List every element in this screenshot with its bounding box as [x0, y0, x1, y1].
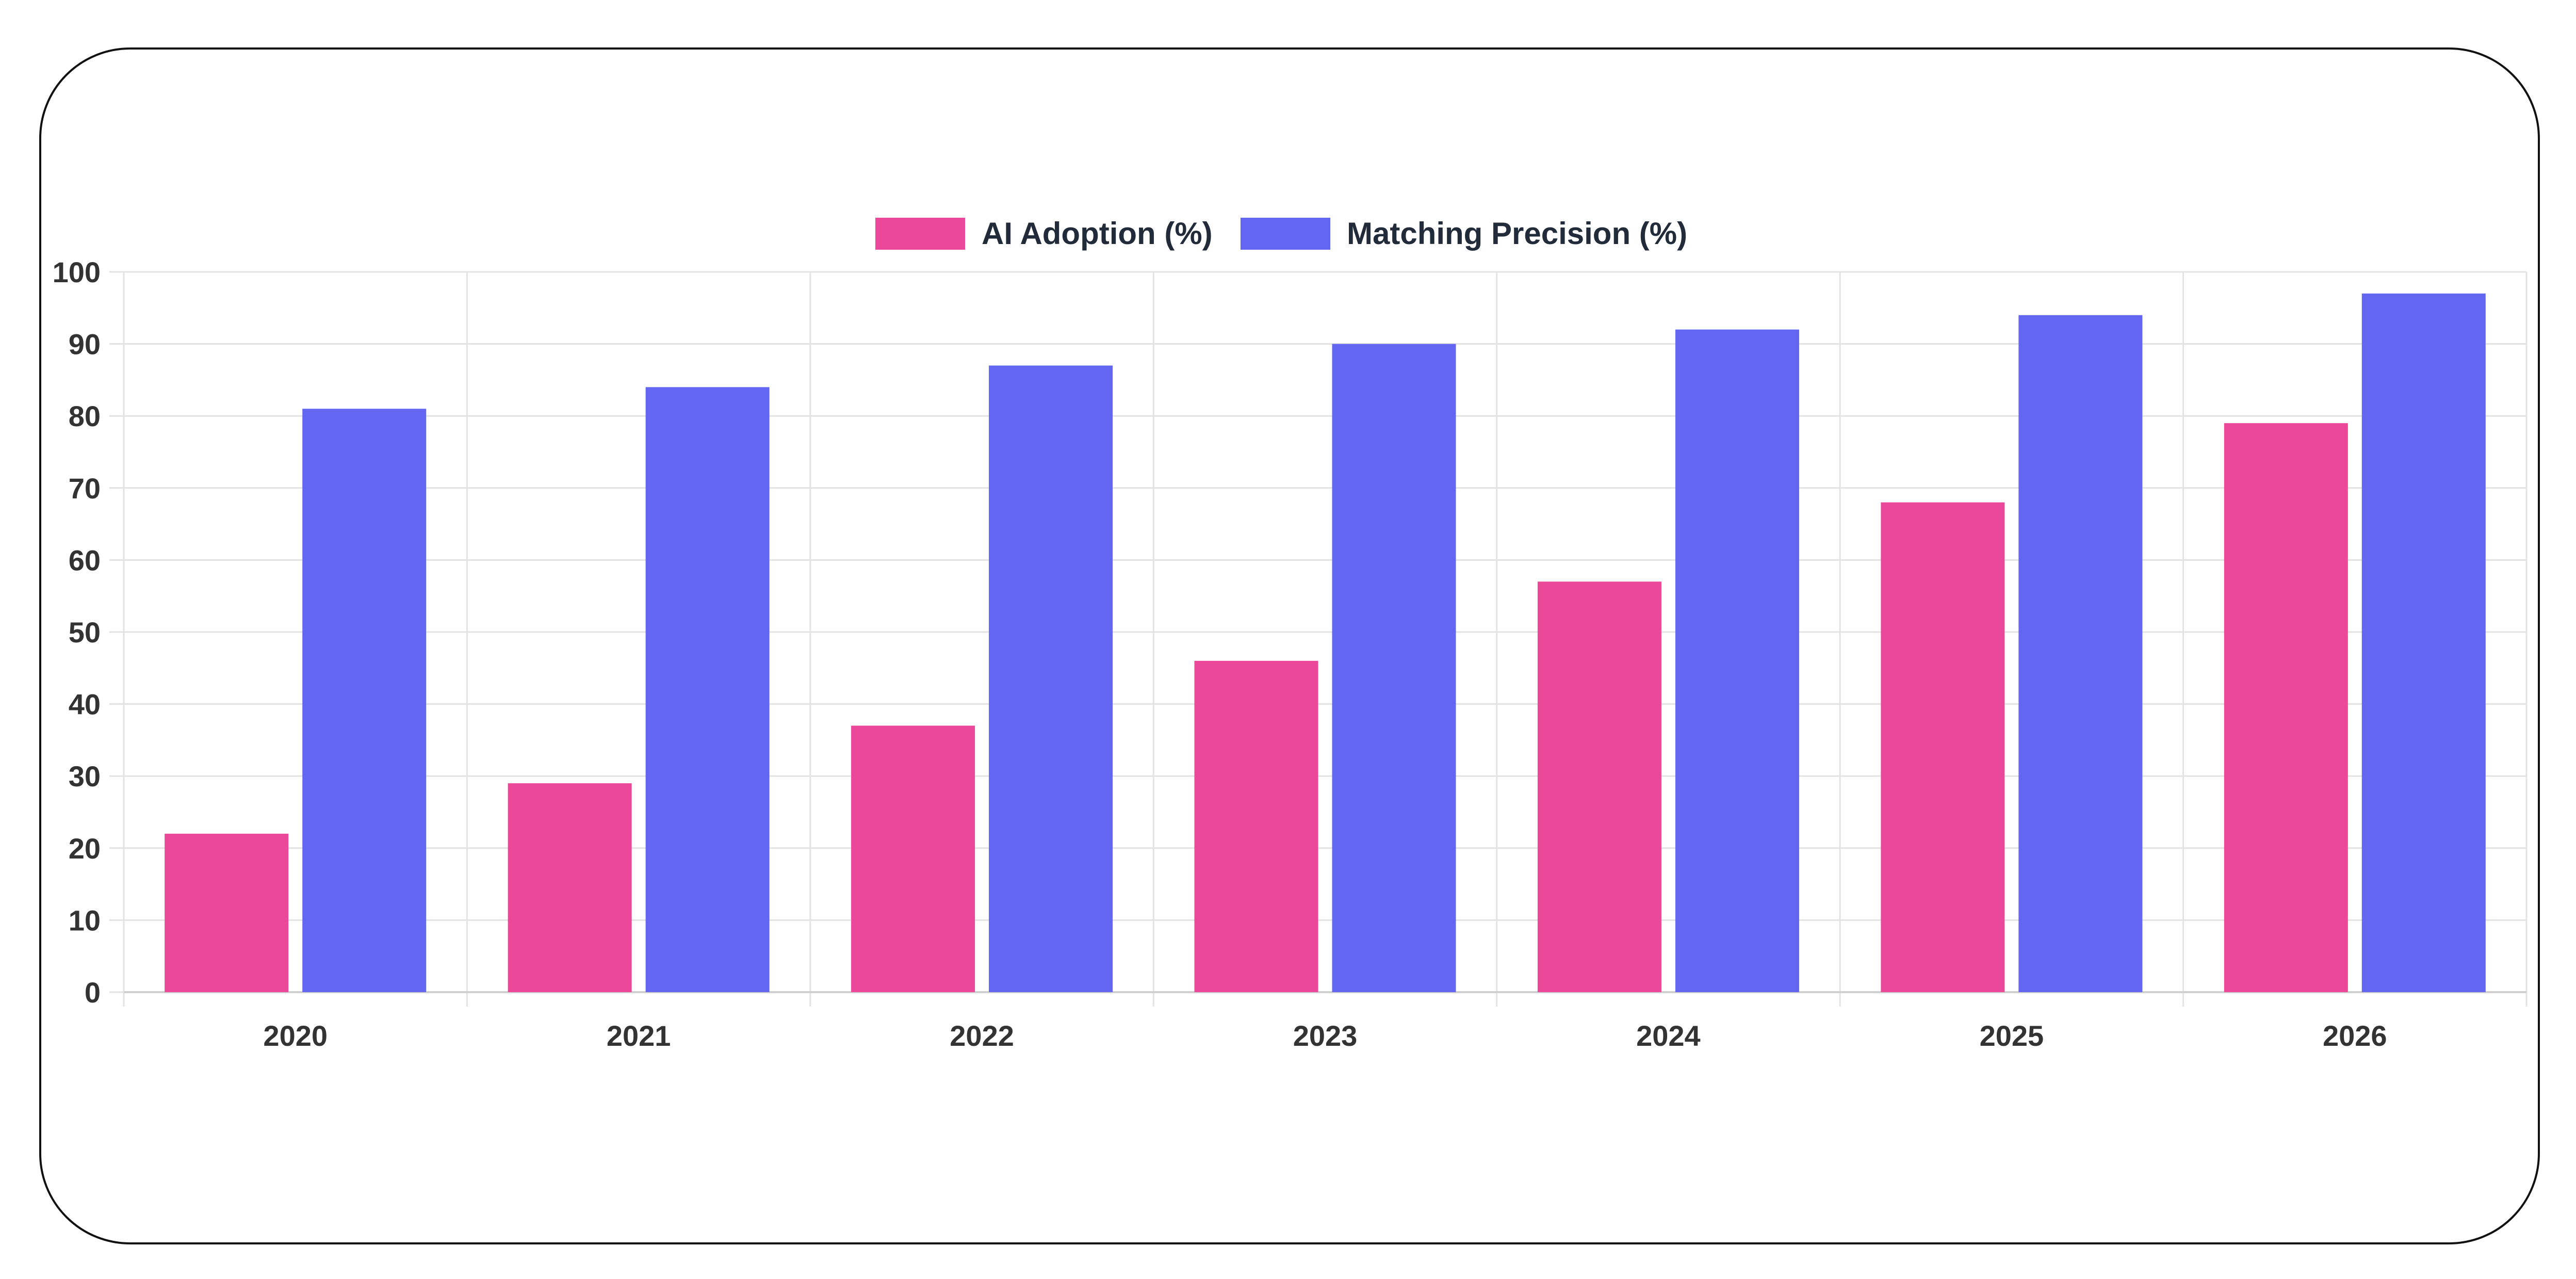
legend: AI Adoption (%) Matching Precision (%) [875, 216, 1687, 251]
bar-matching-precision-2025[interactable] [2018, 315, 2143, 992]
y-tick-label: 10 [69, 904, 101, 936]
legend-label-matching-precision[interactable]: Matching Precision (%) [1347, 216, 1687, 251]
x-tick-label: 2023 [1293, 1019, 1358, 1052]
bar-ai-adoption-2022[interactable] [851, 725, 975, 992]
bar-matching-precision-2026[interactable] [2361, 293, 2486, 992]
y-tick-label: 60 [69, 544, 101, 576]
bar-ai-adoption-2024[interactable] [1537, 581, 1661, 992]
x-tick-label: 2021 [607, 1019, 671, 1052]
bar-ai-adoption-2021[interactable] [508, 783, 632, 992]
bar-ai-adoption-2023[interactable] [1194, 660, 1318, 992]
legend-swatch-ai-adoption[interactable] [875, 218, 965, 250]
bar-matching-precision-2021[interactable] [645, 387, 770, 992]
bar-matching-precision-2024[interactable] [1675, 329, 1799, 993]
x-tick-label: 2022 [950, 1019, 1014, 1052]
bars [165, 293, 2486, 993]
x-tick-label: 2025 [1980, 1019, 2044, 1052]
x-tick-label: 2020 [263, 1019, 328, 1052]
x-tick-label: 2024 [1636, 1019, 1701, 1052]
x-axis: 2020 2021 2022 2023 2024 2025 2026 [124, 991, 2526, 1052]
y-tick-label: 80 [69, 400, 101, 432]
y-tick-label: 30 [69, 760, 101, 792]
y-tick-label: 0 [85, 976, 101, 1009]
bar-matching-precision-2022[interactable] [989, 365, 1113, 992]
y-axis: 0 10 20 30 40 50 60 70 80 90 100 [53, 256, 101, 1009]
bar-ai-adoption-2026[interactable] [2224, 423, 2348, 993]
x-tick-label: 2026 [2323, 1019, 2387, 1052]
legend-swatch-matching-precision[interactable] [1241, 218, 1330, 250]
y-tick-label: 20 [69, 832, 101, 865]
bar-ai-adoption-2025[interactable] [1881, 502, 2005, 992]
bar-matching-precision-2020[interactable] [302, 409, 427, 992]
y-tick-label: 100 [53, 256, 101, 288]
y-tick-label: 90 [69, 328, 101, 361]
y-tick-label: 40 [69, 688, 101, 721]
bar-matching-precision-2023[interactable] [1332, 344, 1456, 992]
legend-label-ai-adoption[interactable]: AI Adoption (%) [982, 216, 1213, 251]
y-tick-label: 50 [69, 616, 101, 649]
bar-ai-adoption-2020[interactable] [165, 833, 289, 992]
y-tick-label: 70 [69, 472, 101, 505]
